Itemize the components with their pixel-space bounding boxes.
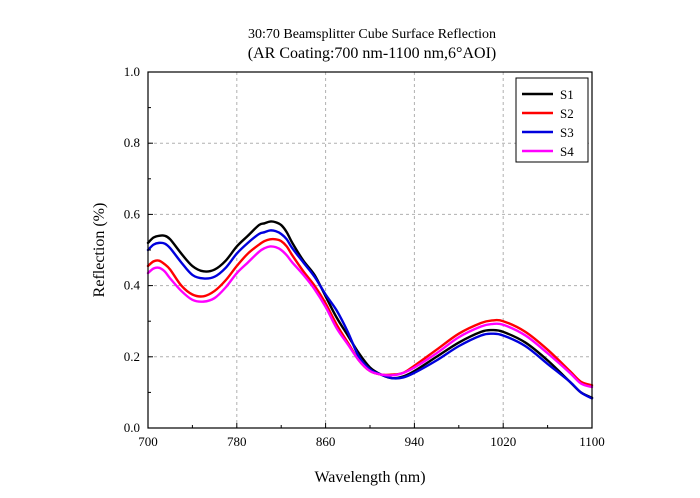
legend-box (515, 77, 589, 163)
x-tick-label: 1020 (490, 434, 516, 449)
series-line-s3 (146, 229, 594, 400)
x-tick-label: 940 (405, 434, 425, 449)
y-tick-label: 0.6 (124, 206, 141, 221)
legend-label-s2: S2 (560, 106, 574, 121)
axes-ticks: 700 780 860 940 1020 1100 0.0 0.2 0.4 0.6 0.8 1.0 (124, 64, 605, 449)
series-line-s4 (146, 245, 594, 389)
legend-label-s3: S3 (560, 125, 574, 140)
y-tick-label: 0.2 (124, 349, 140, 364)
chart-subtitle: (AR Coating:700 nm-1100 nm,6°AOI) (248, 45, 496, 62)
legend: S1 S2 S3 S4 (515, 77, 589, 163)
chart-title: 30:70 Beamsplitter Cube Surface Reflecti… (248, 27, 496, 42)
y-tick-label: 0.8 (124, 135, 140, 150)
y-axis-label: Reflection (%) (91, 203, 108, 298)
y-tick-label: 0.4 (124, 278, 141, 293)
x-axis-label: Wavelength (nm) (314, 469, 425, 486)
series-layer (146, 220, 594, 400)
y-tick-label: 0.0 (124, 420, 140, 435)
y-tick-label: 1.0 (124, 64, 140, 79)
x-tick-label: 700 (138, 434, 158, 449)
x-tick-label: 860 (316, 434, 336, 449)
x-tick-label: 780 (227, 434, 247, 449)
series-line-s2 (146, 237, 594, 387)
x-tick-label: 1100 (579, 434, 605, 449)
legend-label-s4: S4 (560, 144, 574, 159)
legend-label-s1: S1 (560, 87, 574, 102)
